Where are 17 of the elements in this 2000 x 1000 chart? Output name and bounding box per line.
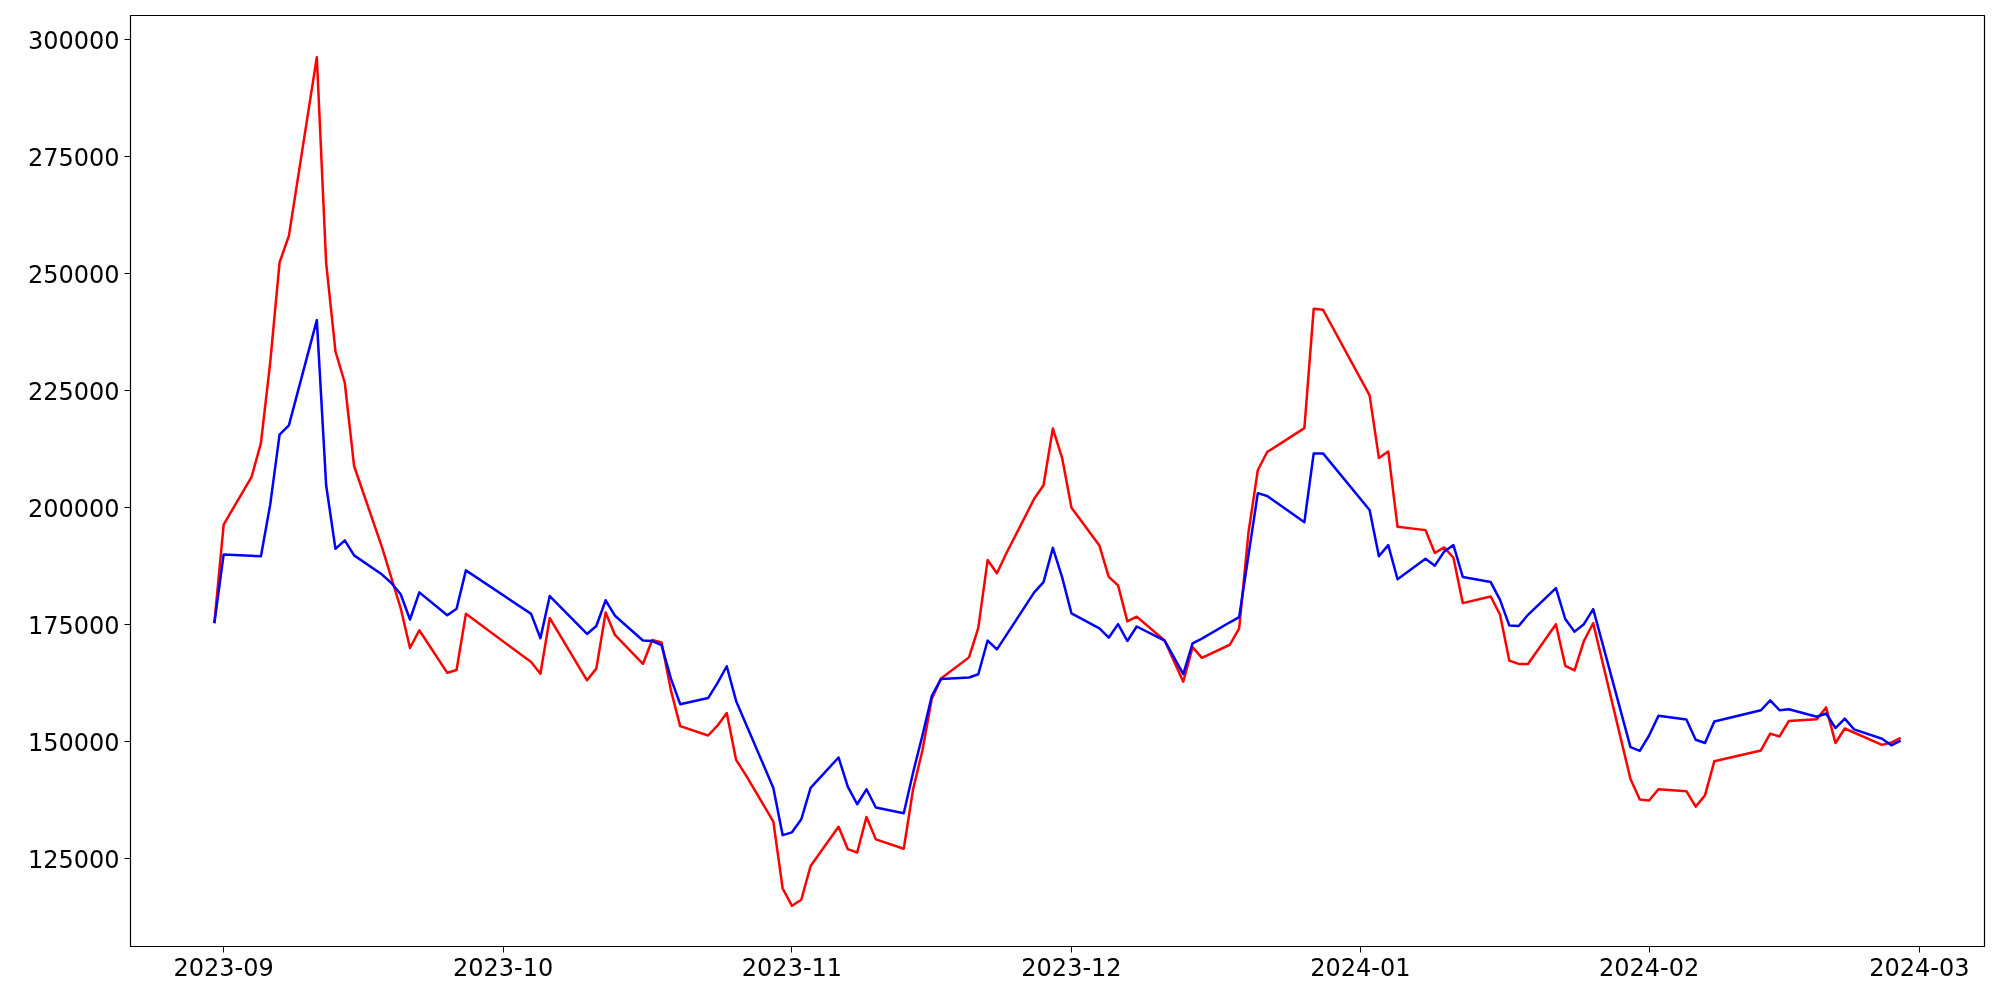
- line-series: [213, 55, 1902, 908]
- x-tick-label: 2023-11: [741, 953, 843, 982]
- x-tick-label: 2023-10: [453, 953, 554, 982]
- y-tick-label: 275000: [27, 143, 120, 172]
- y-tick-label: 150000: [27, 728, 120, 757]
- y-tick-label: 250000: [27, 260, 120, 289]
- x-tick-label: 2023-12: [1021, 953, 1122, 982]
- y-tick-label: 200000: [27, 494, 120, 523]
- line-series: [213, 318, 1902, 837]
- y-tick-label: 175000: [27, 611, 120, 640]
- y-tick-label: 225000: [27, 377, 120, 406]
- x-tick-label: 2024-03: [1869, 953, 1970, 982]
- y-tick-label: 300000: [27, 26, 120, 55]
- x-tick-label: 2024-02: [1598, 953, 1700, 982]
- x-tick-label: 2023-09: [173, 953, 274, 982]
- x-tick-label: 2024-01: [1310, 953, 1411, 982]
- y-tick-label: 125000: [27, 845, 120, 874]
